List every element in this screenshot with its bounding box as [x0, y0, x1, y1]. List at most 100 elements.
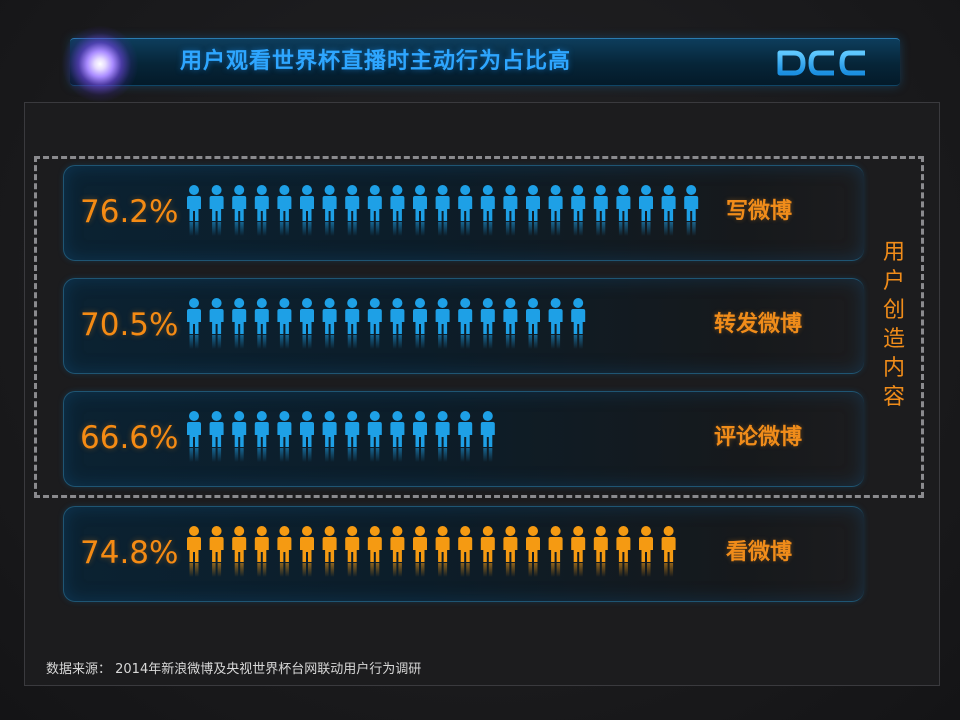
person-icon: [367, 298, 382, 349]
person-icon: [616, 526, 631, 577]
person-icon: [548, 298, 563, 349]
person-icon: [616, 185, 631, 236]
person-icon: [458, 411, 473, 462]
person-icon: [548, 526, 563, 577]
person-icon: [435, 298, 450, 349]
pictogram-bar: [187, 526, 676, 577]
person-icon: [526, 526, 540, 577]
person-icon: [571, 526, 586, 577]
person-icon: [435, 526, 450, 577]
page-title: 用户观看世界杯直播时主动行为占比高: [180, 49, 572, 74]
pictogram-bar: [187, 298, 586, 349]
data-label: 76.2%: [80, 194, 179, 230]
person-icon: [503, 298, 518, 349]
person-icon: [322, 411, 337, 462]
chart-row-write-weibo: 76.2% 写微博: [63, 165, 864, 261]
person-icon: [322, 526, 337, 577]
person-icon: [480, 411, 495, 462]
person-icon: [300, 411, 314, 462]
person-icon: [232, 411, 247, 462]
person-icon: [593, 526, 608, 577]
category-label: 写微博: [726, 199, 793, 224]
person-icon: [345, 298, 360, 349]
person-icon: [277, 298, 292, 349]
ugc-group-frame: [34, 156, 924, 498]
person-icon: [458, 185, 473, 236]
starburst-icon: [62, 26, 138, 102]
source-note: 数据来源： 2014年新浪微博及央视世界杯台网联动用户行为调研: [46, 662, 422, 677]
person-icon: [684, 185, 699, 236]
person-icon: [413, 185, 427, 236]
person-icon: [345, 185, 360, 236]
person-icon: [390, 185, 405, 236]
person-icon: [413, 411, 427, 462]
person-icon: [413, 298, 427, 349]
person-icon: [639, 185, 653, 236]
person-icon: [390, 526, 405, 577]
person-icon: [345, 411, 360, 462]
data-label: 74.8%: [80, 535, 179, 571]
dcci-logo: [777, 50, 885, 76]
person-icon: [503, 185, 518, 236]
chart-row-comment-weibo: 66.6% 评论微博: [63, 391, 864, 487]
person-icon: [254, 185, 269, 236]
category-label: 看微博: [726, 540, 793, 565]
person-icon: [277, 411, 292, 462]
title-banner: [70, 38, 900, 86]
person-icon: [300, 526, 314, 577]
person-icon: [571, 185, 586, 236]
person-icon: [390, 411, 405, 462]
person-icon: [480, 185, 495, 236]
person-icon: [209, 411, 224, 462]
person-icon: [413, 526, 427, 577]
person-icon: [367, 185, 382, 236]
person-icon: [480, 526, 495, 577]
person-icon: [300, 185, 314, 236]
person-icon: [232, 526, 247, 577]
person-icon: [187, 185, 201, 236]
person-icon: [503, 526, 518, 577]
person-icon: [254, 298, 269, 349]
person-icon: [254, 411, 269, 462]
person-icon: [367, 411, 382, 462]
person-icon: [458, 298, 473, 349]
person-icon: [435, 185, 450, 236]
person-icon: [209, 526, 224, 577]
person-icon: [367, 526, 382, 577]
person-icon: [548, 185, 563, 236]
person-icon: [526, 298, 540, 349]
data-label: 70.5%: [80, 307, 179, 343]
person-icon: [254, 526, 269, 577]
person-icon: [390, 298, 405, 349]
person-icon: [187, 298, 201, 349]
person-icon: [661, 526, 676, 577]
category-label: 转发微博: [714, 312, 803, 337]
person-icon: [277, 526, 292, 577]
data-label: 66.6%: [80, 420, 179, 456]
person-icon: [209, 185, 224, 236]
person-icon: [458, 526, 473, 577]
person-icon: [480, 298, 495, 349]
person-icon: [322, 298, 337, 349]
pictogram-bar: [187, 185, 699, 236]
person-icon: [209, 298, 224, 349]
person-icon: [593, 185, 608, 236]
chart-row-view-weibo: 74.8% 看微博: [63, 506, 864, 602]
pictogram-bar: [187, 411, 495, 462]
person-icon: [526, 185, 540, 236]
person-icon: [232, 185, 247, 236]
person-icon: [187, 411, 201, 462]
person-icon: [345, 526, 360, 577]
person-icon: [300, 298, 314, 349]
person-icon: [187, 526, 201, 577]
person-icon: [277, 185, 292, 236]
person-icon: [571, 298, 586, 349]
person-icon: [232, 298, 247, 349]
chart-row-repost-weibo: 70.5% 转发微博: [63, 278, 864, 374]
person-icon: [639, 526, 653, 577]
person-icon: [661, 185, 676, 236]
person-icon: [322, 185, 337, 236]
category-label: 评论微博: [714, 425, 803, 450]
person-icon: [435, 411, 450, 462]
